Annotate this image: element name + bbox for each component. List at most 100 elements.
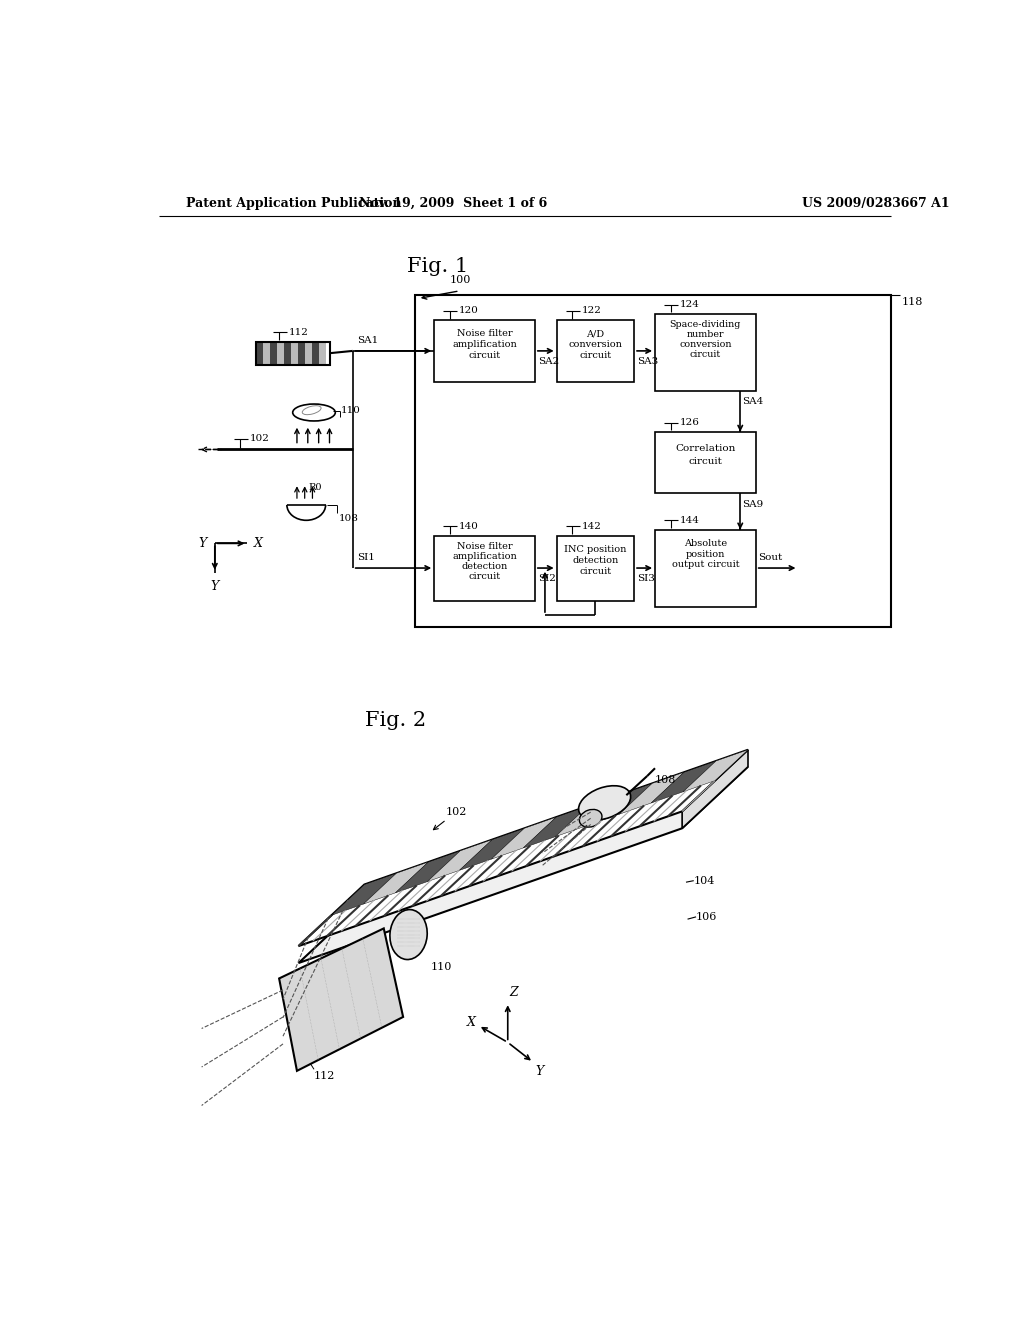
Polygon shape — [555, 795, 621, 837]
Text: SI2: SI2 — [538, 574, 556, 583]
Text: SA2: SA2 — [538, 358, 559, 366]
Polygon shape — [492, 817, 556, 859]
Text: Fig. 2: Fig. 2 — [365, 711, 426, 730]
Polygon shape — [427, 840, 493, 882]
Bar — [298, 342, 305, 364]
Text: Y: Y — [211, 581, 219, 594]
Text: 110: 110 — [341, 407, 361, 416]
Text: Noise filter: Noise filter — [457, 330, 512, 338]
Bar — [557, 536, 634, 601]
Text: X: X — [466, 1016, 475, 1028]
Ellipse shape — [580, 809, 602, 828]
Polygon shape — [651, 762, 716, 803]
Text: US 2009/0283667 A1: US 2009/0283667 A1 — [802, 197, 950, 210]
Bar — [276, 342, 284, 364]
Text: SA1: SA1 — [356, 335, 378, 345]
Text: conversion: conversion — [679, 341, 731, 350]
Text: detection: detection — [572, 556, 618, 565]
Text: INC position: INC position — [564, 545, 627, 554]
Text: circuit: circuit — [688, 457, 722, 466]
Polygon shape — [683, 750, 748, 792]
Text: 140: 140 — [459, 521, 479, 531]
Text: A/D: A/D — [587, 330, 604, 338]
Text: circuit: circuit — [690, 350, 721, 359]
Text: number: number — [687, 330, 724, 339]
Ellipse shape — [293, 404, 335, 421]
Text: 102: 102 — [433, 807, 467, 830]
Text: 110: 110 — [430, 961, 452, 972]
Text: SA3: SA3 — [637, 358, 658, 366]
Bar — [311, 342, 318, 364]
Polygon shape — [682, 750, 748, 829]
Text: Noise filter: Noise filter — [457, 543, 512, 550]
Text: Correlation: Correlation — [675, 445, 735, 453]
Polygon shape — [620, 772, 684, 814]
Bar — [655, 432, 756, 494]
Polygon shape — [332, 874, 396, 915]
Text: 108: 108 — [339, 515, 358, 523]
Text: Space-dividing: Space-dividing — [670, 321, 741, 329]
Text: conversion: conversion — [568, 341, 623, 350]
Text: 102: 102 — [250, 434, 269, 444]
Polygon shape — [299, 767, 748, 964]
Text: SA9: SA9 — [742, 499, 764, 508]
Text: Patent Application Publication: Patent Application Publication — [186, 197, 401, 210]
Text: 126: 126 — [680, 418, 699, 426]
Bar — [434, 321, 535, 381]
Polygon shape — [460, 829, 524, 870]
Text: SI1: SI1 — [356, 553, 375, 562]
Text: output circuit: output circuit — [672, 561, 739, 569]
Text: 112: 112 — [314, 1071, 336, 1081]
Polygon shape — [523, 807, 588, 847]
Text: 124: 124 — [680, 300, 699, 309]
Polygon shape — [280, 928, 403, 1071]
Text: Y: Y — [199, 537, 207, 550]
Text: 120: 120 — [459, 306, 479, 315]
Bar — [318, 342, 326, 364]
Text: 144: 144 — [680, 516, 699, 525]
Text: Z: Z — [509, 986, 518, 999]
Bar — [655, 529, 756, 607]
Bar — [263, 342, 270, 364]
Text: 100: 100 — [450, 276, 471, 285]
Text: position: position — [686, 549, 725, 558]
Text: SI3: SI3 — [637, 574, 655, 583]
Bar — [415, 296, 891, 627]
Ellipse shape — [579, 785, 631, 820]
Text: amplification: amplification — [453, 341, 517, 350]
Polygon shape — [395, 851, 460, 892]
Bar — [256, 342, 330, 364]
Text: Nov. 19, 2009  Sheet 1 of 6: Nov. 19, 2009 Sheet 1 of 6 — [359, 197, 548, 210]
Text: X: X — [254, 537, 262, 550]
Text: detection: detection — [462, 562, 508, 572]
Text: R0: R0 — [308, 483, 323, 492]
Text: 122: 122 — [582, 306, 601, 315]
Bar — [284, 342, 291, 364]
Bar — [305, 342, 311, 364]
Polygon shape — [587, 784, 652, 825]
Text: circuit: circuit — [580, 351, 611, 360]
Text: 104: 104 — [693, 875, 715, 886]
Text: SA4: SA4 — [742, 397, 764, 407]
Text: circuit: circuit — [580, 566, 611, 576]
Polygon shape — [299, 750, 748, 946]
Bar — [655, 314, 756, 391]
Bar — [557, 321, 634, 381]
Text: 112: 112 — [289, 327, 308, 337]
Text: Y: Y — [536, 1065, 544, 1078]
Polygon shape — [364, 862, 428, 904]
Text: circuit: circuit — [468, 351, 501, 360]
Text: 118: 118 — [901, 297, 923, 308]
Text: 106: 106 — [696, 912, 718, 921]
Text: Absolute: Absolute — [684, 539, 727, 548]
Ellipse shape — [390, 909, 427, 960]
Bar — [256, 342, 263, 364]
Text: amplification: amplification — [453, 552, 517, 561]
Text: Fig. 1: Fig. 1 — [408, 257, 469, 276]
Bar — [434, 536, 535, 601]
Text: Sout: Sout — [758, 553, 782, 562]
Text: 108: 108 — [655, 775, 677, 785]
Bar — [270, 342, 276, 364]
Text: 142: 142 — [582, 521, 601, 531]
Bar — [291, 342, 298, 364]
